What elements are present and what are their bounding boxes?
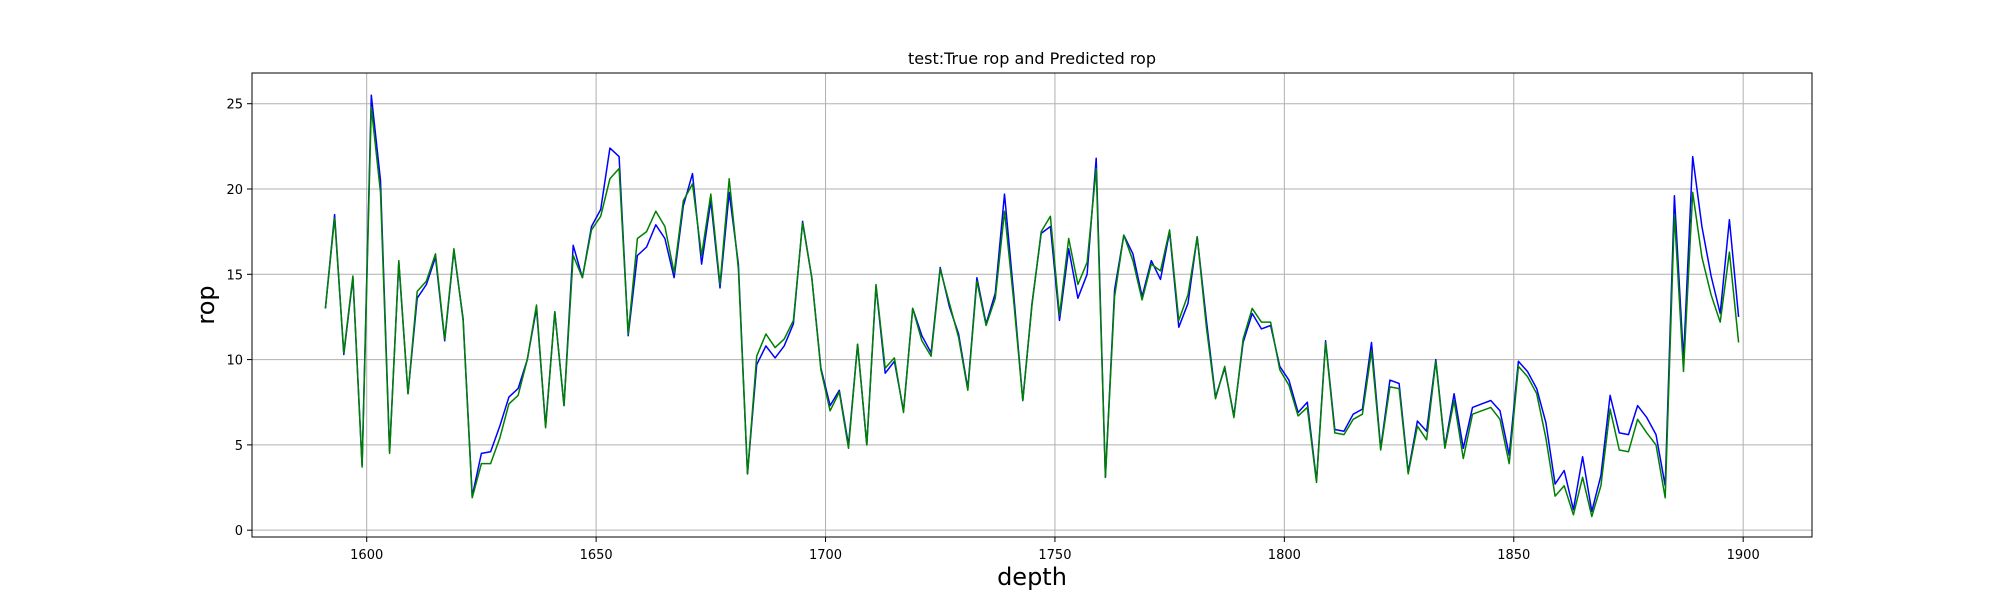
series-line-2 <box>324 106 1740 518</box>
y-axis-label: rop <box>192 285 220 324</box>
y-tick-label: 0 <box>235 524 243 539</box>
y-tick-label: 10 <box>226 354 243 369</box>
series-layer <box>324 94 1740 518</box>
y-tick-label: 20 <box>226 183 243 198</box>
x-axis-label: depth <box>997 563 1067 591</box>
y-tick-label: 15 <box>226 268 243 283</box>
y-axis: 0 5 10 15 20 25 <box>226 98 252 539</box>
x-tick-label: 1900 <box>1727 548 1760 563</box>
x-tick-label: 1600 <box>350 548 383 563</box>
x-tick-label: 1800 <box>1268 548 1301 563</box>
y-tick-label: 5 <box>235 439 243 454</box>
x-tick-label: 1700 <box>809 548 842 563</box>
grid <box>252 73 1812 537</box>
x-tick-label: 1750 <box>1038 548 1071 563</box>
x-axis: 1600 1650 1700 1750 1800 1850 1900 <box>350 537 1760 563</box>
y-tick-label: 25 <box>226 98 243 113</box>
chart-title: test:True rop and Predicted rop <box>908 49 1156 68</box>
x-tick-label: 1650 <box>580 548 613 563</box>
plot-frame <box>251 72 1813 538</box>
x-tick-label: 1850 <box>1497 548 1530 563</box>
